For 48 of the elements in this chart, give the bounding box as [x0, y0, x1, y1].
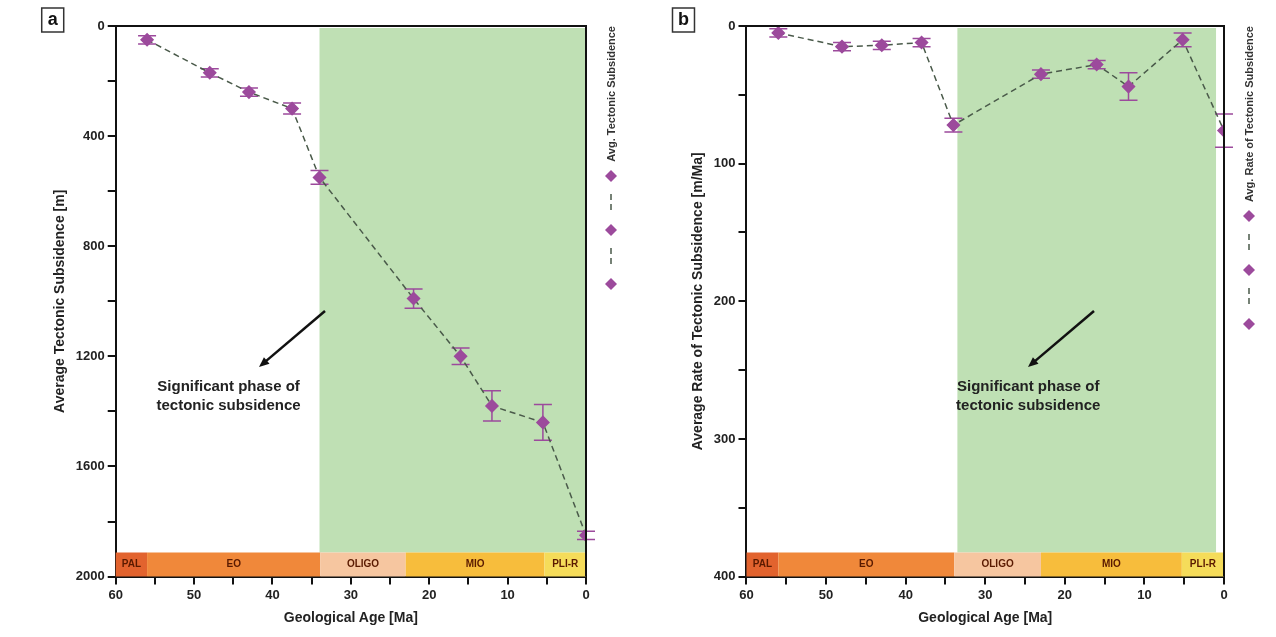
x-axis-title: Geological Age [Ma]: [918, 609, 1053, 626]
band-label: PLI-R: [1189, 558, 1217, 570]
x-tick-label: 20: [1057, 586, 1073, 602]
y-tick-label: 400: [83, 127, 105, 143]
x-tick-label: 0: [582, 586, 590, 602]
x-tick-label: 40: [898, 586, 913, 602]
y-tick-label: 800: [83, 237, 105, 253]
band-label: EO: [226, 558, 242, 570]
y-tick-label: 0: [728, 17, 736, 33]
y-tick-label: 1200: [75, 347, 105, 363]
band-label: PLI-R: [552, 558, 580, 570]
y-axis-title: Average Rate of Tectonic Subsidence [m/Ma]: [689, 152, 706, 451]
x-tick-label: 60: [108, 586, 123, 602]
point: [536, 415, 550, 430]
band-label: PAL: [121, 558, 142, 570]
band-label: PAL: [752, 558, 773, 570]
y-axis-title: Average Tectonic Subsidence [m]: [51, 189, 68, 413]
y-tick-label: 200: [713, 292, 736, 308]
y-tick-label: 2000: [75, 568, 105, 584]
x-tick-label: 40: [265, 586, 280, 602]
x-tick-label: 50: [186, 586, 202, 602]
text: Avg. Tectonic Subsidence: [605, 26, 617, 162]
band-label: OLIGO: [981, 558, 1014, 570]
point: [1121, 79, 1136, 94]
band-label: OLIGO: [346, 558, 380, 570]
band-label: MIO: [1101, 558, 1122, 570]
band-label: MIO: [465, 558, 485, 570]
annotation: Significant phase of tectonic subsidence: [956, 377, 1101, 414]
x-tick-label: 0: [1220, 586, 1228, 602]
x-tick-label: 30: [343, 586, 359, 602]
x-tick-label: 50: [818, 586, 834, 602]
text: Avg. Rate of Tectonic Subsidence: [1243, 26, 1255, 203]
y-tick-label: 300: [713, 430, 736, 446]
y-tick-label: 100: [713, 155, 736, 171]
band-label: EO: [859, 558, 874, 570]
point: [485, 399, 499, 413]
chart-title: a: [47, 8, 59, 29]
annotation: Significant phase of tectonic subsidence: [156, 377, 301, 414]
x-tick-label: 10: [1137, 586, 1152, 602]
y-tick-label: 0: [97, 17, 105, 33]
y-tick-label: 400: [713, 568, 736, 584]
x-tick-label: 30: [978, 586, 993, 602]
x-tick-label: 10: [500, 586, 515, 602]
y-tick-label: 1600: [75, 458, 105, 474]
x-axis-title: Geological Age [Ma]: [283, 609, 418, 626]
chart-title: b: [677, 8, 689, 29]
x-tick-label: 20: [422, 586, 437, 602]
x-tick-label: 60: [739, 586, 754, 602]
